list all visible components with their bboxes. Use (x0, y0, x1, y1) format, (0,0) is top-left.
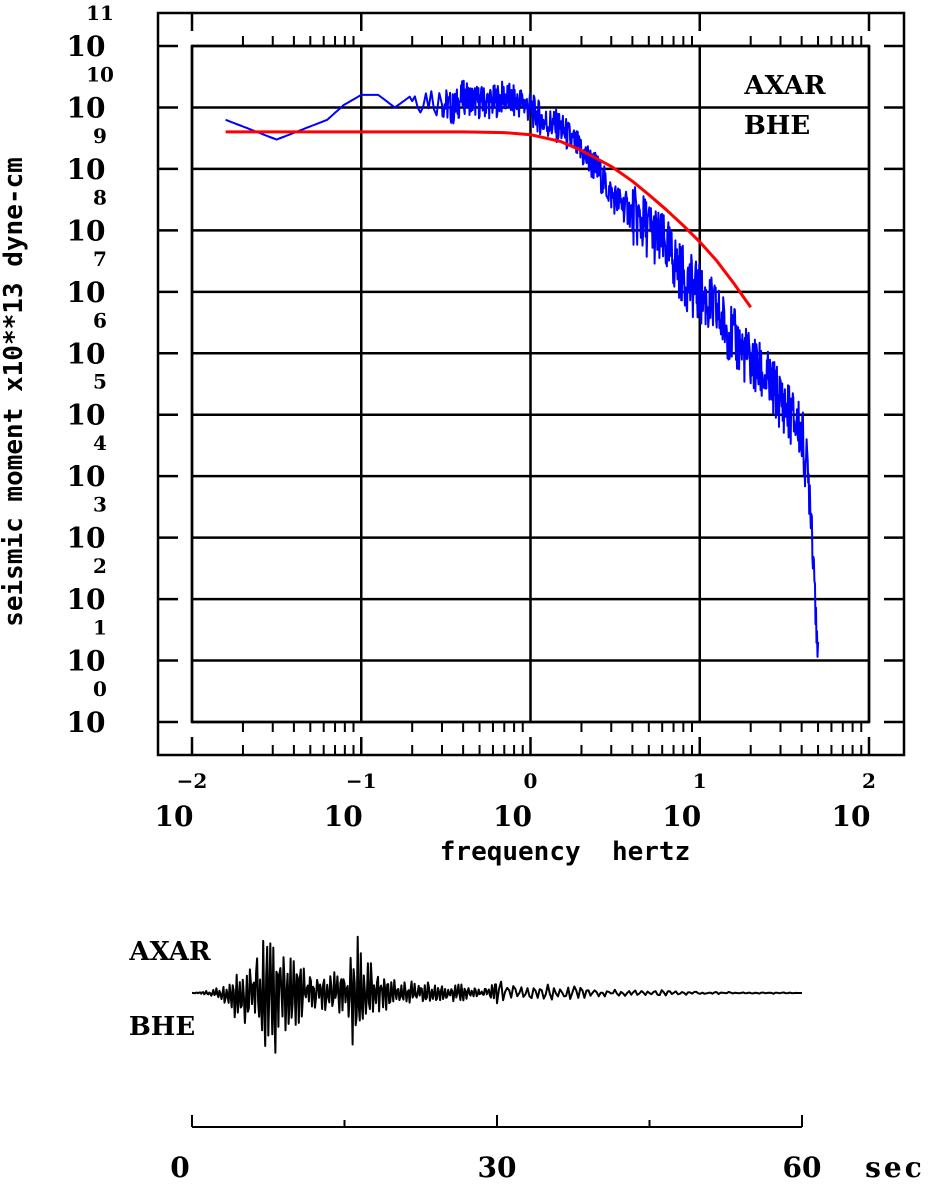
x-tick-label-exponent: 2 (862, 769, 876, 793)
y-tick-label-exponent: 3 (93, 493, 107, 517)
y-tick-label-base: 10 (67, 276, 106, 309)
grid-lines (190, 44, 871, 724)
y-tick-label-exponent: 0 (93, 677, 107, 701)
time-unit-label: sec (865, 1151, 925, 1184)
x-tick-label-exponent: −1 (346, 769, 377, 793)
time-tick-label: 30 (478, 1151, 517, 1184)
y-tick-label-exponent: 5 (93, 370, 107, 394)
spectrum-line (225, 79, 820, 658)
x-tick-label-base: 10 (324, 800, 363, 833)
y-tick-label-exponent: 9 (93, 124, 107, 148)
y-tick-label-base: 10 (67, 30, 106, 63)
y-tick-label-exponent: 11 (86, 1, 114, 25)
time-ticks (191, 1115, 803, 1127)
x-tick-label-exponent: −2 (177, 769, 208, 793)
y-tick-label-exponent: 7 (93, 247, 107, 271)
x-tick-label-exponent: 0 (524, 769, 538, 793)
spectrum-series (225, 79, 820, 658)
y-tick-label-exponent: 6 (93, 308, 107, 332)
channel-label: BHE (744, 111, 810, 141)
x-tick-label-base: 10 (493, 800, 532, 833)
x-axis-label: frequency hertz (440, 837, 690, 867)
y-tick-label-base: 10 (67, 522, 106, 555)
y-axis-label: seismic moment x10**13 dyne-cm (0, 157, 29, 627)
seismogram-channel-label: BHE (129, 1012, 195, 1042)
x-tick-label-base: 10 (155, 800, 194, 833)
x-tick-label-base: 10 (832, 800, 871, 833)
station-label: AXAR (743, 71, 826, 101)
y-tick-label-base: 10 (67, 153, 106, 186)
y-tick-label-base: 10 (67, 91, 106, 124)
y-tick-label-base: 10 (67, 460, 106, 493)
x-tick-labels: 10 −2 10 −1 10 0 10 1 10 2 (155, 769, 876, 833)
time-tick-label: 60 (783, 1151, 822, 1184)
y-tick-label-base: 10 (67, 399, 106, 432)
y-tick-label-exponent: 8 (93, 185, 107, 209)
y-tick-label-base: 10 (67, 583, 106, 616)
y-tick-label-base: 10 (67, 214, 106, 247)
y-tick-label-base: 10 (67, 645, 106, 678)
y-tick-label-exponent: 2 (93, 554, 107, 578)
y-tick-label-base: 10 (67, 337, 106, 370)
seismogram-line (191, 935, 802, 1054)
axis-ticks (158, 13, 904, 755)
model-fit-line (225, 130, 752, 309)
time-labels: 0 30 60 (170, 1151, 821, 1184)
x-tick-label-exponent: 1 (693, 769, 707, 793)
seismogram-chart: AXAR BHE 0 30 60 sec (128, 935, 925, 1184)
y-tick-label-exponent: 1 (93, 616, 107, 640)
y-tick-label-exponent: 10 (86, 62, 114, 86)
seismogram-station-label: AXAR (128, 937, 211, 967)
x-tick-label-base: 10 (662, 800, 701, 833)
seismogram-trace (191, 935, 802, 1054)
time-tick-label: 0 (170, 1151, 189, 1184)
y-tick-label-base: 10 (67, 706, 106, 739)
y-tick-label-exponent: 4 (93, 431, 107, 455)
